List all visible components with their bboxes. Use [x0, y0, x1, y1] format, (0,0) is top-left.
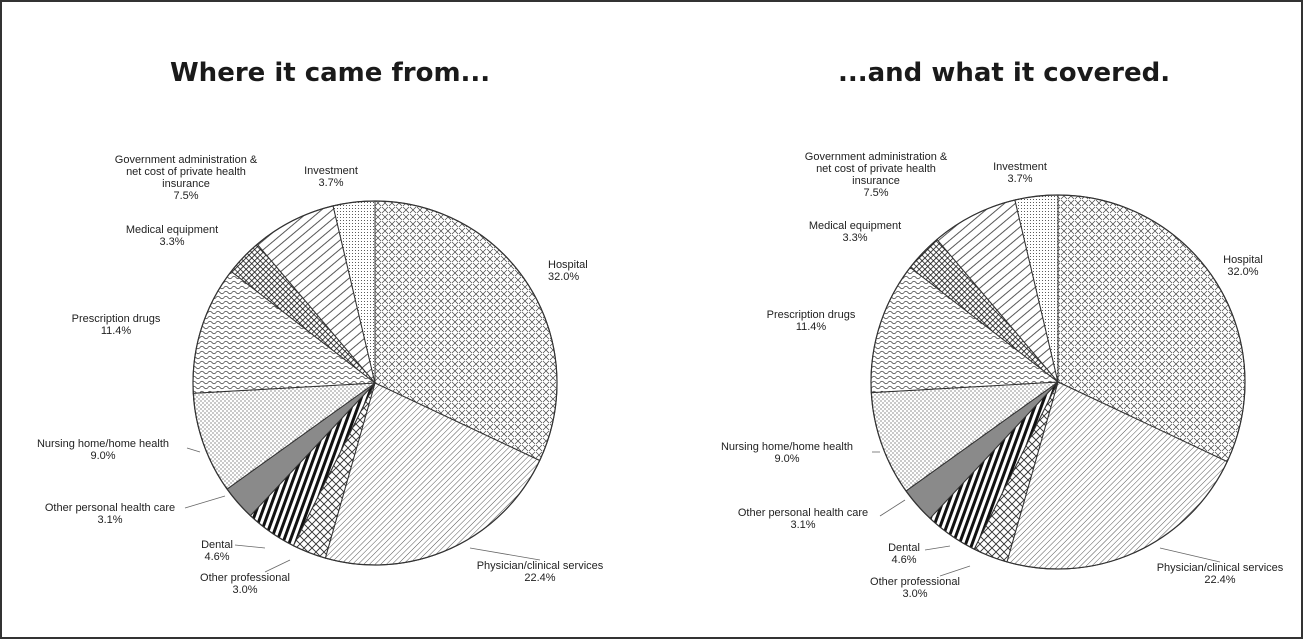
right-panel-title: ...and what it covered. — [838, 58, 1171, 88]
slice-label-government-administration-net-cost-of-private-health-insurance: Government administration & net cost of p… — [805, 151, 948, 199]
leader-line-dental — [234, 544, 266, 549]
leader-line-other-personal-health-care — [184, 495, 226, 509]
slice-label-nursing-home-home-health: Nursing home/home health 9.0% — [37, 438, 169, 462]
leader-line-other-personal-health-care — [879, 499, 906, 517]
slice-label-other-personal-health-care: Other personal health care 3.1% — [45, 502, 175, 526]
leader-line-nursing-home-home-health — [186, 447, 201, 453]
slice-label-hospital: Hospital 32.0% — [548, 259, 588, 283]
slice-label-nursing-home-home-health: Nursing home/home health 9.0% — [721, 441, 853, 465]
slice-label-prescription-drugs: Prescription drugs 11.4% — [72, 313, 161, 337]
pie-outline — [870, 194, 1246, 570]
slice-label-hospital: Hospital 32.0% — [1223, 254, 1263, 278]
left-panel-title: Where it came from... — [170, 58, 491, 88]
slice-label-medical-equipment: Medical equipment 3.3% — [809, 220, 901, 244]
slice-label-physician-clinical-services: Physician/clinical services 22.4% — [477, 560, 604, 584]
slice-label-investment: Investment 3.7% — [993, 161, 1047, 185]
slice-label-investment: Investment 3.7% — [304, 165, 358, 189]
pie-outline — [192, 200, 558, 566]
leader-line-other-professional — [939, 565, 971, 577]
slice-label-other-personal-health-care: Other personal health care 3.1% — [738, 507, 868, 531]
leader-line-dental — [924, 545, 951, 551]
slice-label-other-professional: Other professional 3.0% — [200, 572, 290, 596]
right-pie-chart: Hospital 32.0% Physician/clinical services… — [721, 151, 1284, 600]
leader-line-physician-clinical-services — [469, 547, 541, 561]
leader-line-other-professional — [264, 559, 291, 573]
slice-label-prescription-drugs: Prescription drugs 11.4% — [767, 309, 856, 333]
slice-label-government-administration-net-cost-of-private-health-insurance: Government administration & net cost of p… — [115, 154, 258, 202]
left-pie-chart: Hospital 32.0% Physician/clinical services… — [37, 154, 604, 596]
slice-label-dental: Dental 4.6% — [201, 539, 233, 563]
slice-label-dental: Dental 4.6% — [888, 542, 920, 566]
slice-label-other-professional: Other professional 3.0% — [870, 576, 960, 600]
slice-label-physician-clinical-services: Physician/clinical services 22.4% — [1157, 562, 1284, 586]
slice-label-medical-equipment: Medical equipment 3.3% — [126, 224, 218, 248]
leader-line-physician-clinical-services — [1159, 547, 1221, 563]
